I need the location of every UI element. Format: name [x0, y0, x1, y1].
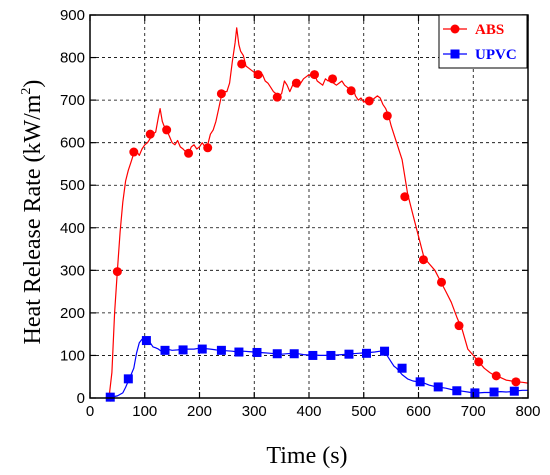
- abs-point: [145, 129, 155, 139]
- x-tick-label: 100: [132, 403, 157, 420]
- upvc-point: [509, 386, 519, 396]
- upvc-point: [344, 349, 354, 359]
- abs-point: [328, 74, 338, 84]
- legend-upvc-label: UPVC: [475, 47, 517, 63]
- y-tick-label: 100: [60, 347, 85, 364]
- y-tick-label: 600: [60, 135, 85, 152]
- y-axis-title-suffix: ): [20, 80, 46, 88]
- abs-point: [400, 192, 410, 202]
- abs-point: [129, 147, 139, 157]
- upvc-point: [272, 349, 282, 359]
- abs-point: [112, 267, 122, 277]
- abs-point: [291, 78, 301, 88]
- abs-point: [162, 125, 172, 135]
- abs-line: [106, 27, 529, 399]
- upvc-point: [326, 350, 336, 360]
- abs-point: [474, 357, 484, 367]
- series-upvc: [105, 336, 528, 402]
- y-tick-label: 200: [60, 305, 85, 322]
- y-tick-label: 800: [60, 50, 85, 67]
- abs-point: [454, 321, 464, 331]
- x-tick-label: 400: [296, 403, 321, 420]
- upvc-point: [234, 347, 244, 357]
- upvc-point: [197, 344, 207, 354]
- upvc-point: [361, 348, 371, 358]
- ticks: [89, 14, 529, 399]
- x-tick-label: 700: [461, 403, 486, 420]
- abs-point: [309, 70, 319, 80]
- upvc-point: [216, 345, 226, 355]
- legend-box: [438, 14, 528, 69]
- y-tick-label: 500: [60, 177, 85, 194]
- upvc-point: [489, 387, 499, 397]
- grid: [90, 15, 528, 398]
- abs-point: [511, 377, 521, 387]
- tick-labels: 0 100 200 300 400 500 600 700 800 0 100 200 300 400 50…: [60, 7, 541, 420]
- x-axis-title: Time (s): [266, 443, 347, 469]
- y-tick-label: 300: [60, 262, 85, 279]
- upvc-point: [433, 382, 443, 392]
- y-tick-label: 0: [77, 390, 85, 407]
- upvc-point: [308, 350, 318, 360]
- upvc-point: [452, 386, 462, 396]
- legend-upvc-marker: [450, 49, 460, 59]
- series-abs: [105, 27, 529, 402]
- y-tick-label: 900: [60, 7, 85, 24]
- legend-item-abs: ABS: [443, 22, 504, 38]
- legend-abs-label: ABS: [475, 22, 504, 38]
- x-tick-label: 600: [406, 403, 431, 420]
- upvc-point: [397, 363, 407, 373]
- series-layer: [105, 27, 529, 402]
- abs-point: [382, 111, 392, 121]
- abs-point: [184, 148, 194, 158]
- y-axis-title: Heat Release Rate (kW/m2): [19, 80, 46, 345]
- abs-point: [216, 89, 226, 99]
- abs-point: [418, 255, 428, 265]
- upvc-point: [141, 336, 151, 346]
- upvc-point: [252, 347, 262, 357]
- upvc-point: [178, 345, 188, 355]
- x-tick-label: 0: [86, 403, 94, 420]
- y-tick-label: 400: [60, 220, 85, 237]
- legend-abs-marker: [450, 24, 460, 34]
- abs-point: [436, 277, 446, 287]
- y-tick-label: 700: [60, 92, 85, 109]
- legend: ABS UPVC: [438, 14, 528, 69]
- upvc-point: [160, 345, 170, 355]
- abs-point: [203, 143, 213, 153]
- abs-point: [237, 59, 247, 69]
- y-axis-title-main: Heat Release Rate (kW/m: [20, 94, 46, 344]
- upvc-point: [123, 374, 133, 384]
- x-tick-label: 300: [242, 403, 267, 420]
- abs-point: [272, 92, 282, 102]
- upvc-point: [380, 346, 390, 356]
- x-tick-label: 800: [515, 403, 540, 420]
- abs-point: [491, 371, 501, 381]
- upvc-point: [289, 349, 299, 359]
- abs-point: [253, 70, 263, 80]
- legend-item-upvc: UPVC: [443, 47, 517, 63]
- abs-point: [364, 96, 374, 106]
- upvc-point: [105, 392, 115, 402]
- abs-point: [346, 86, 356, 96]
- y-axis-title-superscript: 2: [19, 88, 34, 95]
- x-tick-label: 500: [351, 403, 376, 420]
- upvc-line: [106, 338, 528, 399]
- upvc-point: [415, 377, 425, 387]
- x-tick-label: 200: [187, 403, 212, 420]
- upvc-point: [470, 388, 480, 398]
